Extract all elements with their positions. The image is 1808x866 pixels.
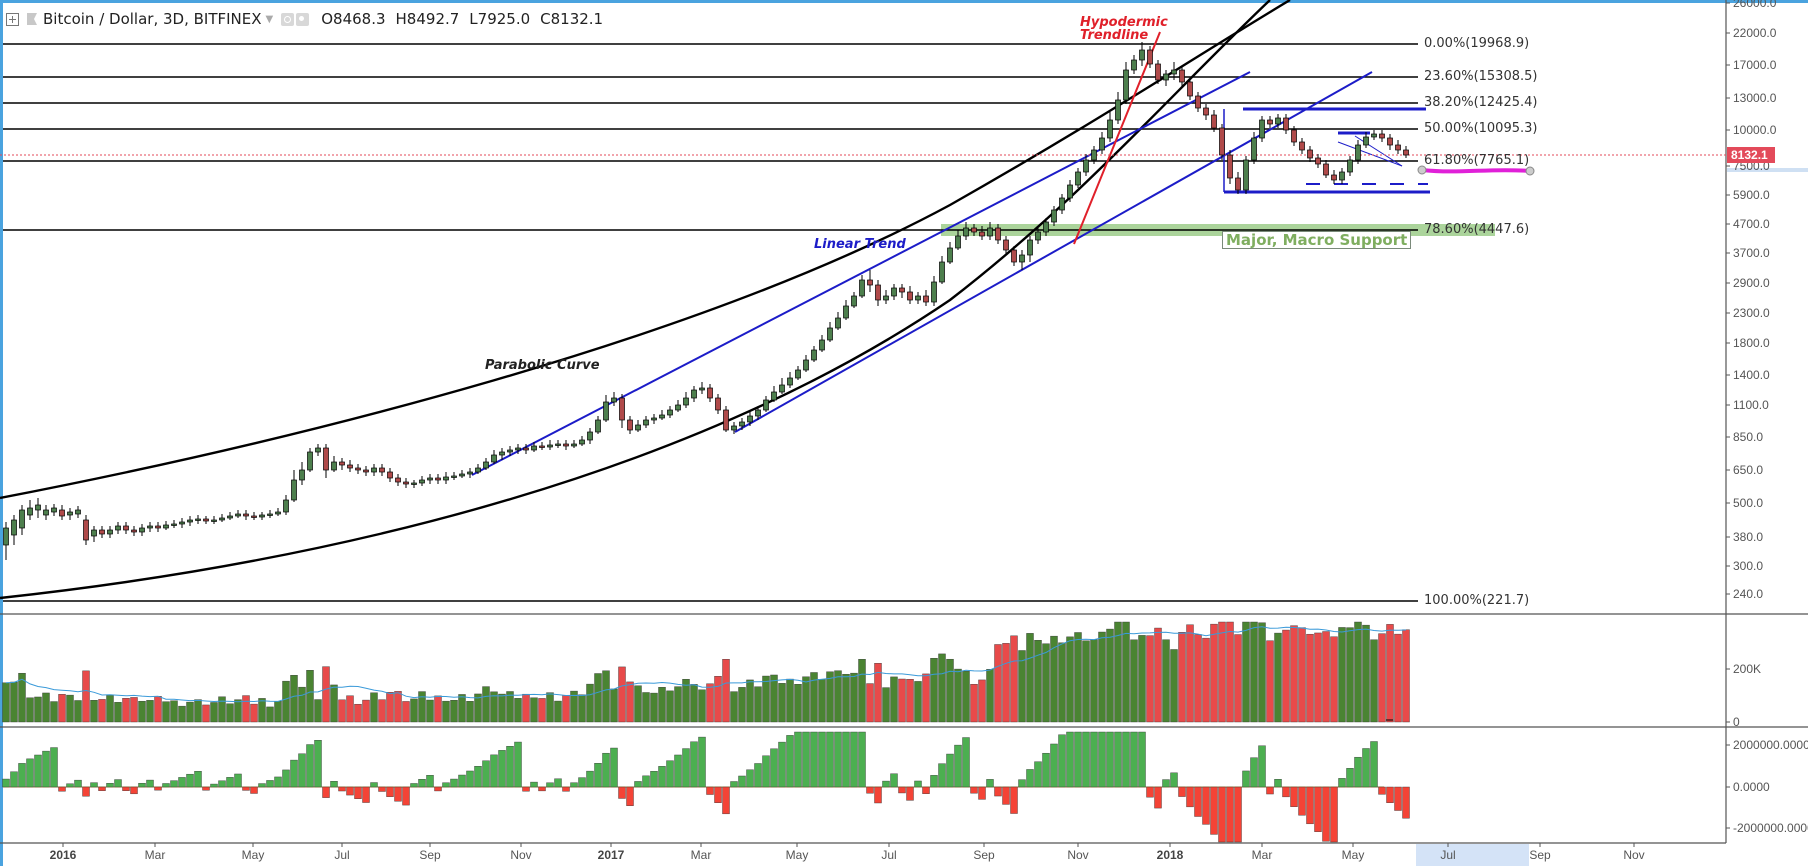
eye-icon[interactable] [281, 12, 295, 26]
frame-left-border [0, 0, 3, 866]
price-tick-label: 380.0 [1733, 530, 1764, 544]
price-tick-label: 10000.0 [1733, 123, 1777, 137]
low-value: L7925.0 [469, 10, 531, 28]
time-tick-label: Mar [144, 848, 166, 862]
time-tick-label: Jul [881, 848, 897, 862]
price-tick-label: 2900.0 [1733, 276, 1770, 290]
time-tick-label: 2017 [597, 848, 625, 862]
marker-handle-left[interactable] [1417, 165, 1427, 175]
fib-retracement[interactable] [3, 43, 1418, 602]
obv-histogram[interactable] [2, 731, 1410, 843]
obv-tick-label: 2000000.0000 [1733, 738, 1808, 752]
pink-marker-line[interactable] [1421, 168, 1531, 174]
fib-level-label: 50.00%(10095.3) [1424, 121, 1538, 136]
time-tick-label: Mar [690, 848, 712, 862]
flag-icon[interactable] [27, 13, 37, 25]
time-tick-label: Jul [334, 848, 350, 862]
volume-tick-label: 200K [1733, 662, 1762, 676]
price-tick-label: 26000.0 [1733, 0, 1777, 10]
symbol-legend[interactable]: Bitcoin / Dollar, 3D, BITFINEX ▼ O8468.3… [6, 8, 613, 30]
time-tick-label: Mar [1251, 848, 1273, 862]
marker-handle-right[interactable] [1525, 166, 1535, 176]
volume-bars[interactable] [2, 621, 1410, 723]
fib-level-label: 0.00%(19968.9) [1424, 36, 1530, 51]
time-tick-label: Nov [1067, 848, 1089, 862]
last-price-tag: 8132.1 [1727, 147, 1775, 163]
price-tick-label: 500.0 [1733, 496, 1764, 510]
fib-level-label: 38.20%(12425.4) [1424, 95, 1538, 110]
linear-trend-label[interactable]: Linear Trend [814, 237, 906, 252]
close-value: C8132.1 [540, 10, 604, 28]
price-tick-label: 1400.0 [1733, 368, 1770, 382]
axis-ticks [62, 2, 1730, 847]
symbol-title[interactable]: Bitcoin / Dollar, 3D, BITFINEX [43, 10, 262, 28]
ohlc-values: O8468.3 H8492.7 L7925.0 C8132.1 [321, 10, 613, 28]
chevron-down-icon[interactable]: ▼ [265, 13, 274, 25]
price-tick-label: 5900.0 [1733, 188, 1770, 202]
time-tick-label: 2016 [49, 848, 77, 862]
price-tick-label: 13000.0 [1733, 91, 1777, 105]
time-tick-label: Nov [510, 848, 532, 862]
fib-level-label: 100.00%(221.7) [1424, 593, 1530, 608]
price-tick-label: 2300.0 [1733, 306, 1770, 320]
obv-tick-label: 0.0000 [1733, 780, 1770, 794]
linear-trend-upper[interactable] [471, 71, 1251, 476]
volume-tick-label: 0 [1733, 715, 1740, 729]
parabolic-curve-label[interactable]: Parabolic Curve [485, 358, 600, 373]
time-tick-label: Jul [1440, 848, 1456, 862]
parabolic-curve-lower[interactable] [0, 0, 1271, 600]
axis-crosshair-highlight [1727, 168, 1808, 172]
hypodermic-trendline[interactable] [1073, 31, 1161, 245]
price-tick-label: 1100.0 [1733, 398, 1769, 412]
open-value: O8468.3 [321, 10, 386, 28]
time-tick-label: 2018 [1156, 848, 1184, 862]
fib-level-label: 23.60%(15308.5) [1424, 69, 1538, 84]
time-tick-label: Nov [1623, 848, 1645, 862]
price-tick-label: 240.0 [1733, 587, 1764, 601]
wedge-upper-line[interactable] [1354, 135, 1403, 167]
gear-icon[interactable] [296, 12, 310, 26]
price-tick-label: 850.0 [1733, 430, 1764, 444]
hypodermic-text: Hypodermic [1080, 15, 1168, 30]
hypodermic-trendline-label[interactable]: Hypodermic Trendline [1080, 16, 1168, 42]
price-tick-label: 4700.0 [1733, 217, 1770, 231]
time-tick-label: May [1341, 848, 1365, 862]
high-value: H8492.7 [395, 10, 460, 28]
price-tick-label: 3700.0 [1733, 246, 1770, 260]
obv-tick-label: -2000000.0000 [1733, 821, 1808, 835]
price-tick-label: 650.0 [1733, 463, 1764, 477]
fib-level-label: 78.60%(4447.6) [1424, 222, 1530, 237]
price-tick-label: 1800.0 [1733, 336, 1770, 350]
linear-trend-lower[interactable] [734, 71, 1373, 433]
time-axis-highlight [1416, 844, 1529, 866]
time-tick-label: Sep [973, 848, 995, 862]
time-tick-label: Sep [419, 848, 441, 862]
price-tick-label: 17000.0 [1733, 58, 1777, 72]
major-macro-support-label[interactable]: Major, Macro Support [1222, 231, 1412, 249]
volume-ma-line [5, 626, 1407, 703]
wedge-lower-line[interactable] [1337, 141, 1403, 167]
trendline-text: Trendline [1080, 28, 1149, 43]
time-tick-label: May [241, 848, 265, 862]
time-tick-label: Sep [1529, 848, 1551, 862]
collapse-legend-icon[interactable] [6, 12, 19, 26]
price-tick-label: 300.0 [1733, 559, 1764, 573]
time-tick-label: May [785, 848, 809, 862]
price-tick-label: 22000.0 [1733, 26, 1777, 40]
price-candles[interactable] [3, 42, 1409, 560]
fib-level-label: 61.80%(7765.1) [1424, 153, 1530, 168]
